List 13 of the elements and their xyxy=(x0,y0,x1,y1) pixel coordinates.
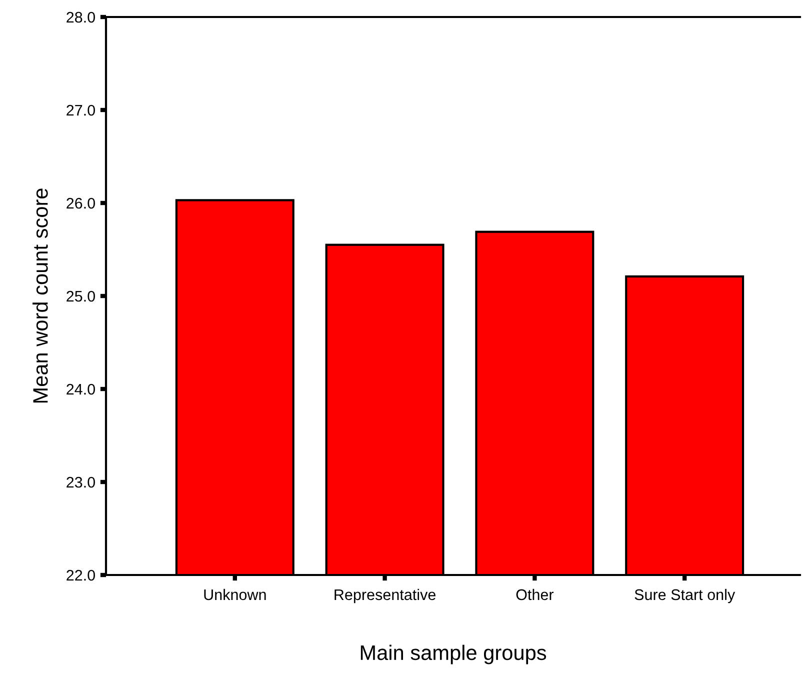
y-tick-label: 24.0 xyxy=(66,384,95,395)
y-tick-label: 23.0 xyxy=(66,476,95,488)
x-tick-label: Representative xyxy=(334,588,436,604)
x-tick-label: Other xyxy=(516,588,554,600)
y-tick-label: 28.0 xyxy=(66,12,95,23)
x-tick-label: Unknown xyxy=(204,588,266,600)
y-tick-label: 25.0 xyxy=(66,290,95,302)
y-tick-label: 22.0 xyxy=(66,570,95,581)
y-tick-label: 26.0 xyxy=(66,198,95,209)
x-tick-label: Sure Start only xyxy=(634,588,736,604)
y-axis-title: Mean word count score xyxy=(32,188,48,403)
x-axis-title: Main sample groups xyxy=(360,644,546,664)
y-tick-label: 27.0 xyxy=(66,104,95,116)
